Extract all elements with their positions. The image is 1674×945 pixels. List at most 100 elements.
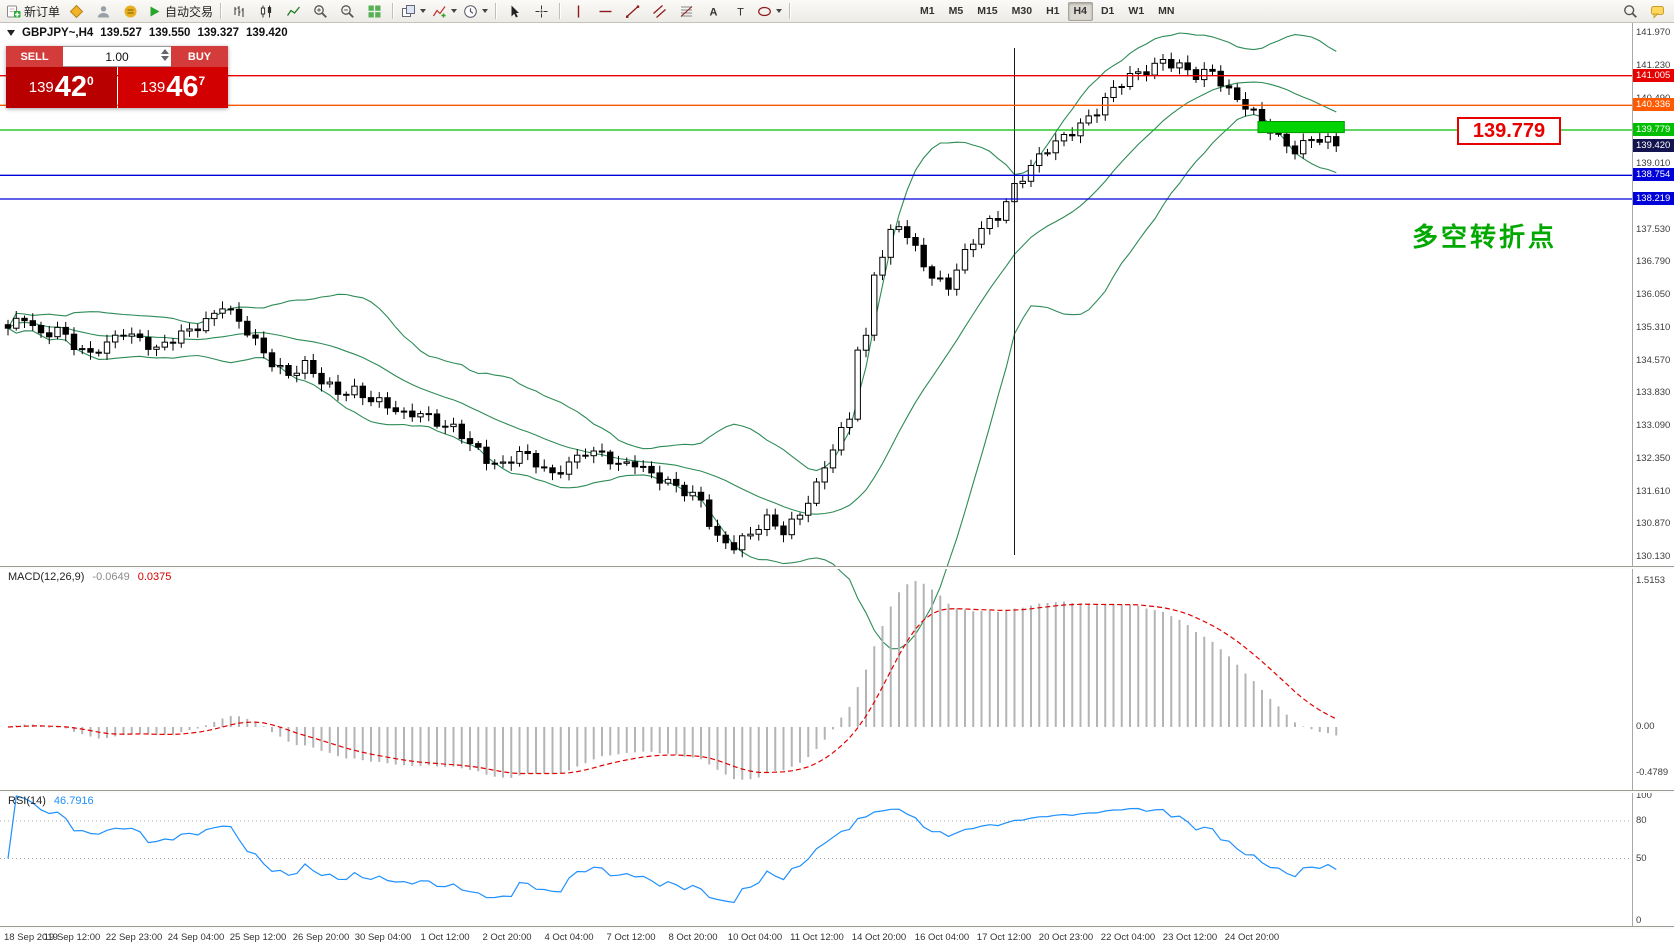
timeframe-h1-button[interactable]: H1 <box>1046 5 1060 17</box>
trend-icon <box>625 4 640 19</box>
labelT-icon: T <box>733 4 748 19</box>
mql5-wizard-button[interactable] <box>63 1 90 22</box>
volume-up-icon[interactable] <box>161 49 169 54</box>
price-axis-label: 139.010 <box>1636 158 1671 169</box>
shapes-tool-button[interactable] <box>754 1 785 22</box>
fibonacci-tool-button[interactable] <box>673 1 700 22</box>
time-axis-label: 20 Oct 23:00 <box>1038 932 1094 943</box>
time-axis-label: 22 Oct 04:00 <box>1100 932 1156 943</box>
zoom-out-button[interactable] <box>334 1 361 22</box>
chart-canvas[interactable] <box>0 23 1674 945</box>
search-button[interactable] <box>1617 1 1644 22</box>
time-axis-label: 19 Sep 12:00 <box>43 932 101 943</box>
search-icon <box>1623 4 1638 19</box>
time-axis-label: 17 Oct 12:00 <box>976 932 1032 943</box>
community-icon <box>123 4 138 19</box>
horizontal-level-lines[interactable] <box>0 75 1632 200</box>
text-tool-button[interactable]: A <box>700 1 727 22</box>
ohlc-high: 139.550 <box>148 27 191 39</box>
tile-windows-button[interactable] <box>361 1 388 22</box>
linechart-icon <box>286 4 301 19</box>
timeframe-m30-button[interactable]: M30 <box>1011 5 1033 17</box>
toolbar-right <box>1617 1 1671 22</box>
price-axis-label: 135.310 <box>1636 321 1671 333</box>
time-axis-label: 4 Oct 04:00 <box>544 932 594 943</box>
volume-input[interactable]: 1.00 <box>63 46 171 67</box>
vertical-line-tool-button[interactable] <box>565 1 592 22</box>
ask-price-display[interactable]: 139 46 7 <box>117 67 228 108</box>
chat-button[interactable] <box>1644 1 1671 22</box>
timeframe-w1-button[interactable]: W1 <box>1128 5 1145 17</box>
profile-button[interactable] <box>90 1 117 22</box>
channel-tool-button[interactable] <box>646 1 673 22</box>
bid-price-display[interactable]: 139 42 0 <box>6 67 117 108</box>
timeframe-d1-button[interactable]: D1 <box>1100 5 1115 17</box>
volume-down-icon[interactable] <box>161 56 169 61</box>
time-axis[interactable]: 18 Sep 2019 19 Sep 12:00 22 Sep 23:00 24 Se… <box>0 928 1674 945</box>
toolbar-button-label: 新订单 <box>24 4 61 19</box>
macd-axis-label: 0.00 <box>1636 721 1655 732</box>
crosshair-icon <box>534 4 549 19</box>
timeframe-m15-button[interactable]: M15 <box>977 5 998 17</box>
textA-icon: A <box>706 4 721 19</box>
macd-signal-value: 0.0375 <box>137 571 172 583</box>
time-axis-label: 11 Oct 12:00 <box>790 932 844 943</box>
horizontal-line-tool-button[interactable] <box>592 1 619 22</box>
candle-chart-mode-button[interactable] <box>253 1 280 22</box>
rsi-axis-label: 50 <box>1636 853 1647 864</box>
price-axis-tag: 138.754 <box>1633 168 1674 181</box>
bollinger-bands <box>7 32 1337 650</box>
ohlc-low: 139.327 <box>197 27 240 39</box>
toolbar-separator <box>495 3 498 19</box>
panel-divider[interactable] <box>0 566 1674 569</box>
time-axis-label: 25 Sep 12:00 <box>229 932 287 943</box>
line-chart-mode-button[interactable] <box>280 1 307 22</box>
timeframe-mn-button[interactable]: MN <box>1158 5 1175 17</box>
timeframe-m5-button[interactable]: M5 <box>948 5 964 17</box>
insert-indicator-button[interactable] <box>429 1 460 22</box>
fibo-icon <box>679 4 694 19</box>
cursor-tool-button[interactable] <box>501 1 528 22</box>
price-callout: 139.779 <box>1457 117 1561 145</box>
timeframe-m1-button[interactable]: M1 <box>920 5 935 17</box>
one-click-collapse-icon[interactable] <box>7 30 15 36</box>
candles-icon <box>259 4 274 19</box>
algo-trading-button[interactable]: 自动交易 <box>144 1 216 22</box>
rsi-title: RSI(14) <box>8 795 46 807</box>
label-tool-button[interactable]: T <box>727 1 754 22</box>
green-zone-rectangle[interactable] <box>1257 121 1345 134</box>
sell-button[interactable]: SELL <box>6 46 63 67</box>
zoomout-icon <box>340 4 355 19</box>
price-axis-label: 136.050 <box>1636 289 1671 300</box>
panel-divider[interactable] <box>0 790 1674 793</box>
toolbar-separator <box>789 3 792 19</box>
price-axis[interactable]: 141.970141.230140.490139.750139.010138.2… <box>1632 23 1674 928</box>
community-button[interactable] <box>117 1 144 22</box>
bars-icon <box>232 4 247 19</box>
arrange-windows-button[interactable] <box>398 1 429 22</box>
crosshair-tool-button[interactable] <box>528 1 555 22</box>
zoom-in-button[interactable] <box>307 1 334 22</box>
time-axis-label: 1 Oct 12:00 <box>420 932 470 943</box>
toolbar-separator <box>392 3 395 19</box>
chart-region: GBPJPY~,H4 139.527 139.550 139.327 139.4… <box>0 23 1674 945</box>
timeframe-h4-button[interactable]: H4 <box>1067 1 1093 21</box>
price-axis-label: 130.130 <box>1636 551 1671 562</box>
one-click-trading-panel: SELL 1.00 BUY 139 42 0 139 46 7 <box>6 46 228 108</box>
time-axis-label: 23 Oct 12:00 <box>1162 932 1218 943</box>
buy-button[interactable]: BUY <box>171 46 228 67</box>
chart-periods-button[interactable] <box>460 1 491 22</box>
rsi-level-lines <box>0 820 1632 859</box>
price-axis-label: 141.970 <box>1636 27 1671 38</box>
bar-chart-mode-button[interactable] <box>226 1 253 22</box>
profile-icon <box>96 4 111 19</box>
time-axis-label: 22 Sep 23:00 <box>105 932 163 943</box>
macd-histogram <box>15 581 1338 780</box>
rsi-axis-label: 80 <box>1636 815 1647 826</box>
time-axis-label: 16 Oct 04:00 <box>914 932 970 943</box>
svg-text:T: T <box>737 6 744 18</box>
new-order-button[interactable]: 新订单 <box>3 1 63 22</box>
time-axis-label: 24 Oct 20:00 <box>1224 932 1280 943</box>
trendline-tool-button[interactable] <box>619 1 646 22</box>
